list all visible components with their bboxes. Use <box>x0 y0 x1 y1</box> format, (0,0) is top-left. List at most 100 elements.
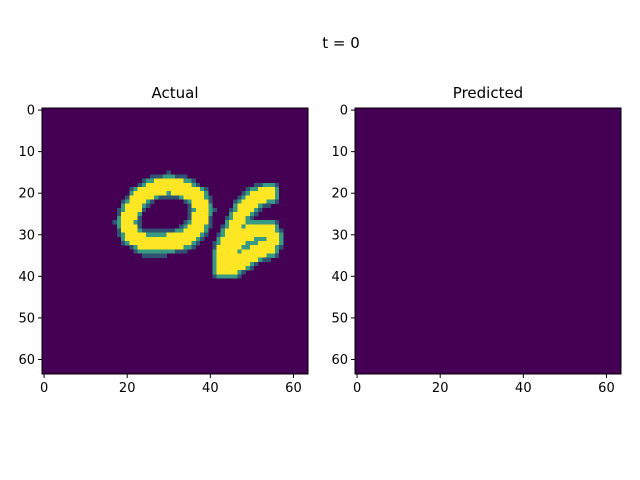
actual-heatmap-cell <box>229 236 234 242</box>
actual-heatmap-cell <box>220 261 226 267</box>
actual-heatmap-cell <box>133 195 138 200</box>
actual-heatmap-cell <box>145 241 151 246</box>
actual-heatmap-cell <box>187 224 192 229</box>
actual-heatmap-cell <box>179 245 184 250</box>
actual-heatmap-cell <box>183 182 188 188</box>
actual-heatmap-cell <box>262 236 267 242</box>
actual-heatmap-cell <box>133 199 138 204</box>
actual-heatmap-cell <box>191 211 196 217</box>
actual-heatmap-cell <box>145 186 151 192</box>
actual-heatmap-cell <box>229 274 234 279</box>
actual-heatmap-cell <box>133 249 138 254</box>
actual-heatmap-cell <box>220 245 226 250</box>
actual-heatmap-cell <box>129 220 134 225</box>
actual-heatmap-cell <box>253 191 259 196</box>
actual-heatmap-cell <box>141 182 147 188</box>
actual-heatmap-cell <box>129 207 134 213</box>
actual-heatmap-cell <box>270 236 275 242</box>
actual-heatmap-cell <box>137 211 142 217</box>
actual-heatmap-cell <box>158 249 163 254</box>
actual-heatmap-cell <box>166 191 172 196</box>
actual-heatmap-cell <box>120 199 126 204</box>
actual-heatmap-cell <box>183 241 188 246</box>
actual-heatmap-cell <box>229 245 234 250</box>
actual-heatmap-cell <box>125 228 130 233</box>
actual-heatmap-cell <box>224 236 230 242</box>
actual-heatmap-cell <box>158 228 163 233</box>
actual-heatmap-cell <box>112 220 118 225</box>
actual-heatmap-cell <box>274 182 280 188</box>
actual-heatmap-cell <box>133 216 138 221</box>
actual-heatmap-cell <box>129 245 134 250</box>
actual-heatmap-cell <box>241 195 246 200</box>
actual-heatmap-cell <box>241 265 246 271</box>
actual-heatmap-cell <box>187 211 192 217</box>
actual-heatmap-cell <box>204 220 209 225</box>
actual-heatmap-cell <box>266 245 271 250</box>
actual-heatmap-cell <box>266 220 271 225</box>
actual-heatmap-cell <box>270 182 275 188</box>
actual-heatmap-cell <box>183 191 188 196</box>
actual-heatmap-cell <box>274 220 280 225</box>
predicted-y-tick-label: 10 <box>331 145 348 160</box>
actual-heatmap-cell <box>224 241 230 246</box>
actual-heatmap-cell <box>125 207 130 213</box>
actual-heatmap-cell <box>233 249 238 254</box>
actual-heatmap-cell <box>245 191 251 196</box>
actual-heatmap-cell <box>133 191 138 196</box>
actual-heatmap-cell <box>183 195 188 200</box>
actual-heatmap-cell <box>262 228 267 233</box>
actual-heatmap-cell <box>262 253 267 258</box>
actual-heatmap-cell <box>179 228 184 233</box>
actual-heatmap-cell <box>158 182 163 188</box>
actual-heatmap-cell <box>220 270 226 275</box>
predicted-x-tick-label: 40 <box>515 381 532 396</box>
actual-heatmap-cell <box>220 232 226 238</box>
actual-heatmap-cell <box>266 241 271 246</box>
actual-heatmap-cell <box>249 265 255 271</box>
actual-heatmap-cell <box>191 186 196 192</box>
actual-heatmap-cell <box>262 257 267 262</box>
actual-heatmap-cell <box>195 186 201 192</box>
actual-heatmap-cell <box>204 191 209 196</box>
actual-heatmap-cell <box>212 257 217 262</box>
actual-heatmap-cell <box>237 228 242 233</box>
actual-heatmap-cell <box>262 249 267 254</box>
actual-heatmap-cell <box>274 186 280 192</box>
actual-heatmap-cell <box>199 199 205 204</box>
actual-heatmap-cell <box>241 191 246 196</box>
actual-heatmap-cell <box>241 232 246 238</box>
actual-heatmap-cell <box>253 245 259 250</box>
actual-heatmap-cell <box>278 245 284 250</box>
actual-heatmap-cell <box>241 253 246 258</box>
actual-heatmap-cell <box>237 245 242 250</box>
actual-y-tick-label: 10 <box>18 145 35 160</box>
actual-heatmap-cell <box>158 232 163 238</box>
actual-heatmap-cell <box>120 203 126 208</box>
actual-heatmap-cell <box>120 224 126 229</box>
actual-heatmap-cell <box>233 199 238 204</box>
actual-heatmap-cell <box>229 270 234 275</box>
actual-heatmap-cell <box>195 203 201 208</box>
actual-heatmap-cell <box>129 232 134 238</box>
actual-heatmap-cell <box>158 186 163 192</box>
actual-heatmap-cell <box>212 261 217 267</box>
predicted-panel-title: Predicted <box>453 84 523 102</box>
actual-heatmap-cell <box>133 232 138 238</box>
actual-heatmap-cell <box>245 199 251 204</box>
actual-heatmap-cell <box>191 216 196 221</box>
actual-heatmap-cell <box>241 203 246 208</box>
actual-heatmap-cell <box>229 232 234 238</box>
actual-heatmap-cell <box>170 232 176 238</box>
actual-heatmap-cell <box>125 199 130 204</box>
actual-heatmap-cell <box>179 178 184 184</box>
actual-heatmap-cell <box>187 236 192 242</box>
actual-heatmap-cell <box>204 186 209 192</box>
predicted-axes-frame <box>354 107 622 375</box>
actual-heatmap-cell <box>183 224 188 229</box>
actual-heatmap-cell <box>270 241 275 246</box>
actual-heatmap-cell <box>253 236 259 242</box>
actual-heatmap-cell <box>120 220 126 225</box>
actual-heatmap-cell <box>183 232 188 238</box>
